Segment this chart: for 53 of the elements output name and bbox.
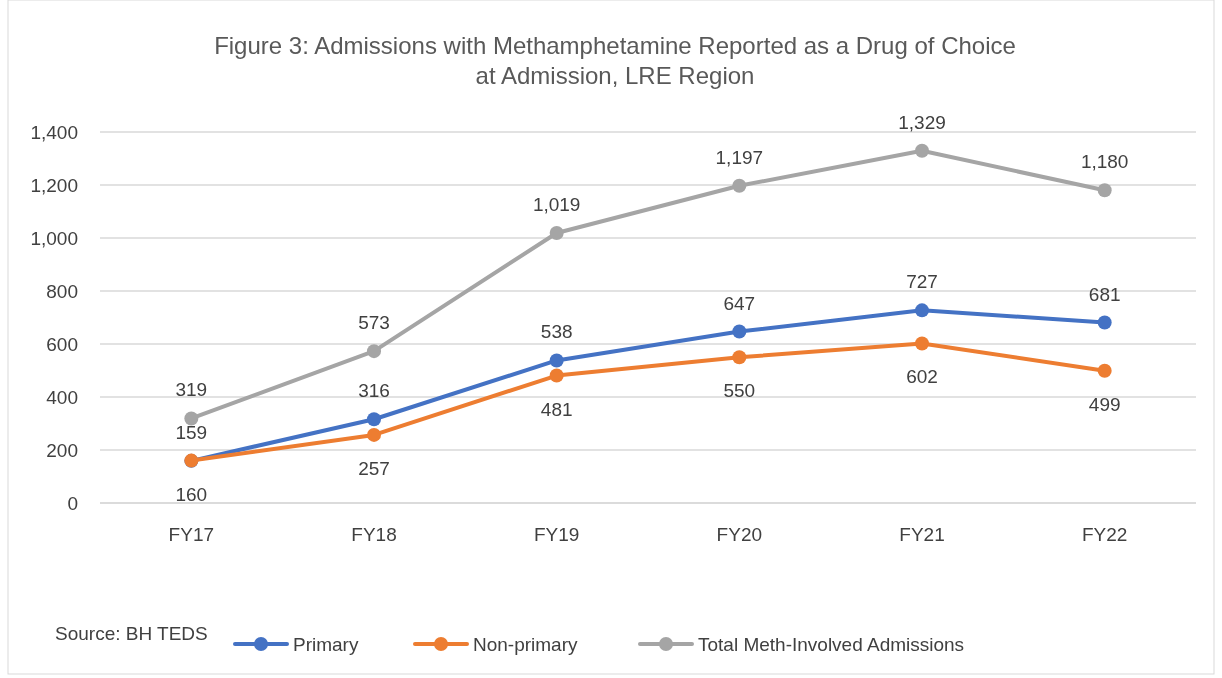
y-tick-label: 600	[46, 334, 78, 355]
y-tick-label: 400	[46, 387, 78, 408]
point	[549, 353, 564, 368]
data-label: 319	[175, 379, 208, 401]
y-tick-label: 1,400	[30, 122, 78, 143]
x-tick-label: FY21	[899, 524, 945, 545]
data-label: 160	[175, 483, 208, 505]
data-label: 1,329	[898, 111, 946, 133]
data-label: 1,019	[532, 193, 581, 215]
legend-label: Non-primary	[473, 634, 579, 655]
data-label: 647	[723, 292, 756, 314]
point	[367, 344, 381, 359]
data-label: 727	[906, 271, 938, 293]
point	[367, 412, 381, 427]
point	[1097, 363, 1112, 378]
legend-label: Primary	[293, 634, 359, 655]
data-label: 602	[906, 366, 938, 388]
y-tick-label: 200	[46, 440, 78, 461]
point	[732, 324, 747, 339]
data-label: 1,197	[715, 146, 764, 168]
x-tick-label: FY19	[533, 524, 580, 545]
point	[732, 350, 747, 365]
data-label: 481	[540, 398, 573, 420]
point	[549, 368, 564, 383]
x-tick-label: FY20	[716, 524, 763, 545]
point	[367, 427, 381, 442]
legend-label: Total Meth-Involved Admissions	[698, 634, 965, 655]
x-tick-label: FY18	[351, 524, 397, 545]
point	[184, 411, 199, 426]
y-tick-label: 800	[46, 281, 78, 302]
data-label: 573	[358, 312, 390, 334]
data-label: 1,180	[1080, 151, 1129, 173]
data-label: 550	[723, 380, 756, 402]
point	[549, 225, 564, 240]
chart-title: Figure 3: Admissions with Methamphetamine Reported as a Drug of Choice at Admission, LRE Region	[214, 32, 1016, 89]
point	[1097, 183, 1112, 198]
data-label: 499	[1088, 393, 1121, 415]
y-tick-label: 0	[67, 493, 78, 514]
point	[1097, 315, 1112, 330]
data-label: 538	[540, 321, 573, 343]
data-label: 316	[358, 380, 390, 402]
data-label: 681	[1088, 283, 1121, 305]
point	[915, 143, 929, 158]
point	[915, 303, 929, 318]
data-label: 257	[358, 457, 390, 479]
source-note: Source: BH TEDS	[55, 623, 208, 644]
x-tick-label: FY17	[168, 524, 215, 545]
y-tick-label: 1,000	[30, 228, 78, 249]
y-tick-label: 1,200	[30, 175, 78, 196]
x-tick-label: FY22	[1081, 524, 1128, 545]
point	[732, 178, 747, 193]
data-label: 159	[175, 421, 208, 443]
point	[915, 336, 929, 351]
